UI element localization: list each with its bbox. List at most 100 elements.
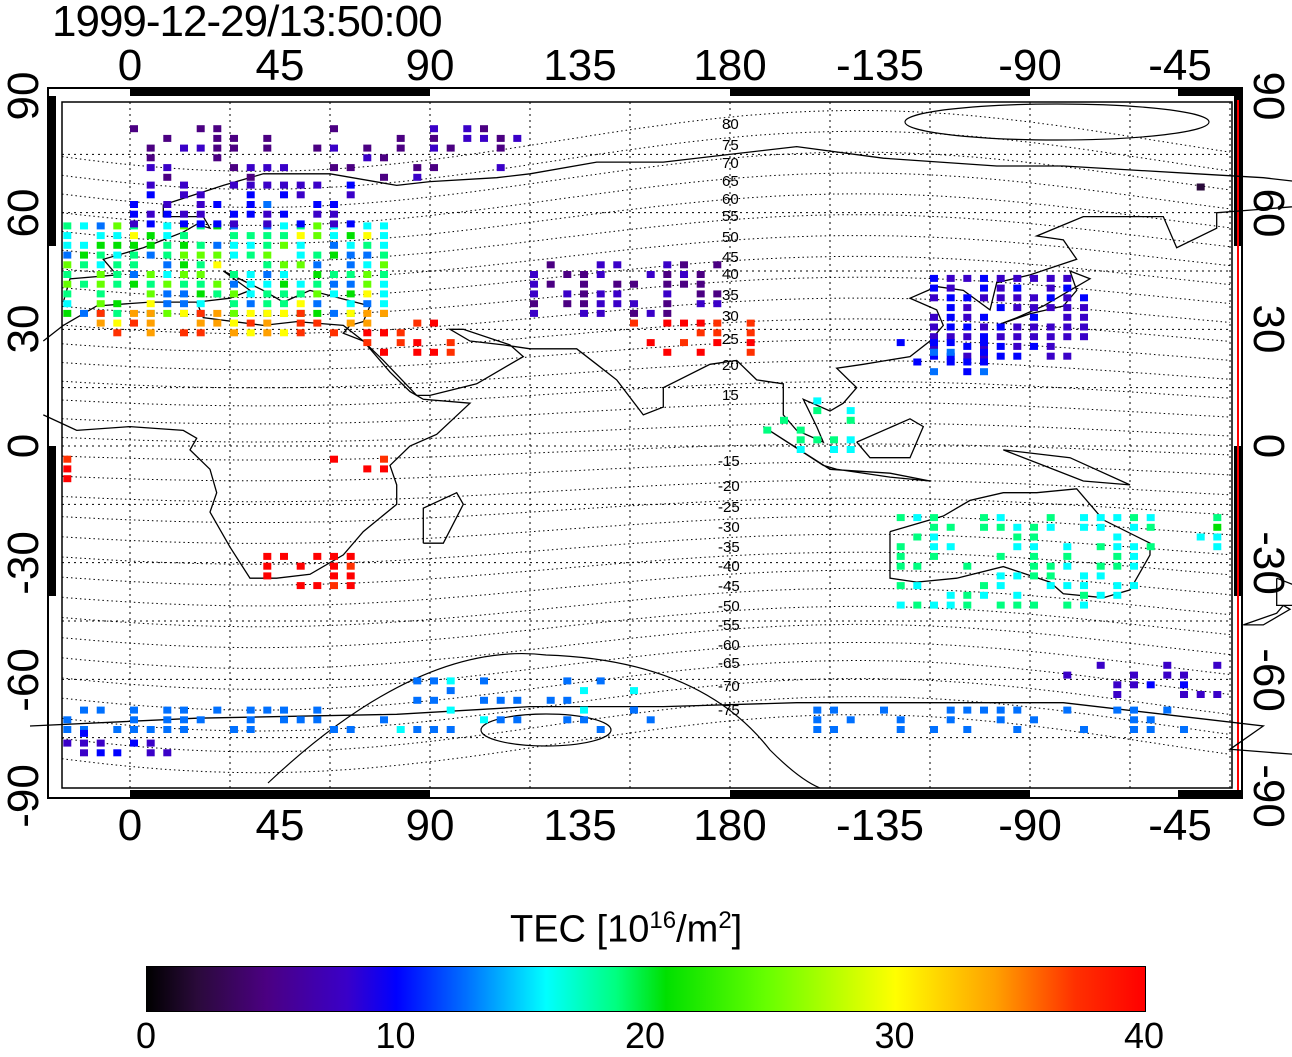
tec-cell xyxy=(1213,543,1222,551)
tec-cell xyxy=(830,446,838,453)
tec-cell xyxy=(130,261,138,269)
tec-cell xyxy=(246,319,255,327)
tec-cell xyxy=(913,562,922,570)
tec-cell xyxy=(296,220,305,228)
tec-cell xyxy=(346,300,355,308)
tec-cell xyxy=(1030,333,1038,341)
tec-cell xyxy=(180,220,188,228)
tec-cell xyxy=(680,271,688,278)
contour-label: 80 xyxy=(722,116,739,133)
contour-label: -45 xyxy=(718,578,740,595)
tec-cell xyxy=(796,426,805,434)
tec-cell xyxy=(430,696,438,704)
tec-cell xyxy=(630,300,638,308)
tec-cell xyxy=(1013,333,1022,341)
tec-cell xyxy=(696,348,705,356)
tec-cell xyxy=(530,271,538,278)
tec-cell xyxy=(896,339,905,347)
tec-cell xyxy=(146,739,155,747)
tec-cell xyxy=(713,319,722,327)
tec-cell xyxy=(146,309,155,317)
tec-cell xyxy=(330,280,338,288)
tec-cell xyxy=(296,309,305,317)
tec-cell xyxy=(996,342,1005,350)
tec-cell xyxy=(996,716,1005,724)
tec-cell xyxy=(230,181,238,189)
tec-cell xyxy=(196,300,205,308)
tec-cell xyxy=(180,261,188,269)
tec-cell xyxy=(213,319,222,327)
tec-cell xyxy=(330,309,338,317)
tec-cell xyxy=(80,706,88,714)
contour-line xyxy=(61,381,1231,407)
tec-cell xyxy=(246,164,255,172)
colorbar-title-main: TEC [10 xyxy=(510,908,650,951)
tec-cell xyxy=(1013,543,1022,551)
tec-cell xyxy=(363,319,372,327)
contour-line xyxy=(61,214,1231,262)
tec-cell xyxy=(146,241,155,249)
tec-cell xyxy=(1013,523,1022,531)
contour-line xyxy=(61,172,1231,226)
tec-cell xyxy=(1013,284,1022,292)
tec-cell xyxy=(163,164,172,172)
tec-cell xyxy=(180,329,188,337)
tec-cell xyxy=(113,222,122,230)
tec-cell xyxy=(546,280,555,288)
tec-cell xyxy=(346,309,355,317)
tec-cell xyxy=(996,323,1005,331)
tec-cell xyxy=(563,290,572,298)
tec-cell xyxy=(313,222,322,230)
tec-cell xyxy=(113,319,122,327)
tec-cell xyxy=(1030,274,1038,282)
tec-cell xyxy=(963,368,972,376)
tec-cell xyxy=(813,436,822,444)
right-lat-tick-label: -30 xyxy=(1244,531,1292,595)
contour-label: -65 xyxy=(718,655,740,672)
tec-cell xyxy=(746,348,755,356)
tec-cell xyxy=(1030,552,1038,560)
tec-cell xyxy=(980,706,988,714)
contour-line xyxy=(61,515,1231,544)
tec-cell xyxy=(63,290,72,298)
tec-cell xyxy=(996,294,1005,302)
tec-cell xyxy=(230,280,238,288)
tec-cell xyxy=(963,323,972,331)
tec-cell xyxy=(96,232,105,240)
tec-cell xyxy=(1096,562,1105,570)
tec-cell xyxy=(1013,601,1022,609)
tec-cell xyxy=(746,329,755,337)
tec-cell xyxy=(363,271,372,278)
tec-cell xyxy=(996,274,1005,282)
tec-cell xyxy=(830,436,838,444)
tec-cell xyxy=(1046,514,1055,522)
contour-line xyxy=(61,461,1231,482)
top-lon-tick-label: -45 xyxy=(1148,41,1212,90)
tec-cell xyxy=(430,726,438,733)
tec-cell xyxy=(946,358,955,366)
tec-cell xyxy=(363,144,372,152)
tec-cell xyxy=(346,241,355,249)
tec-data-cells xyxy=(63,125,1222,757)
tec-cell xyxy=(146,144,155,152)
tec-cell xyxy=(630,309,638,317)
tec-cell xyxy=(1096,572,1105,580)
tec-cell xyxy=(180,309,188,317)
coastline-segment xyxy=(422,491,465,544)
tec-cell xyxy=(163,173,172,181)
tec-cell xyxy=(80,749,88,757)
tec-cell xyxy=(946,323,955,331)
tec-cell xyxy=(796,446,805,453)
tec-cell xyxy=(1196,533,1205,541)
tec-cell xyxy=(613,290,622,298)
tec-cell xyxy=(1180,671,1188,679)
tec-cell xyxy=(1080,294,1088,302)
right-lat-tick-label: 30 xyxy=(1244,304,1292,354)
tec-cell xyxy=(1180,681,1188,689)
tec-cell xyxy=(330,201,338,208)
tec-cell xyxy=(63,251,72,259)
coastline-segment xyxy=(29,702,1292,755)
tec-cell xyxy=(296,232,305,240)
tec-cell xyxy=(413,726,422,733)
top-lon-tick-label: 45 xyxy=(255,41,305,90)
